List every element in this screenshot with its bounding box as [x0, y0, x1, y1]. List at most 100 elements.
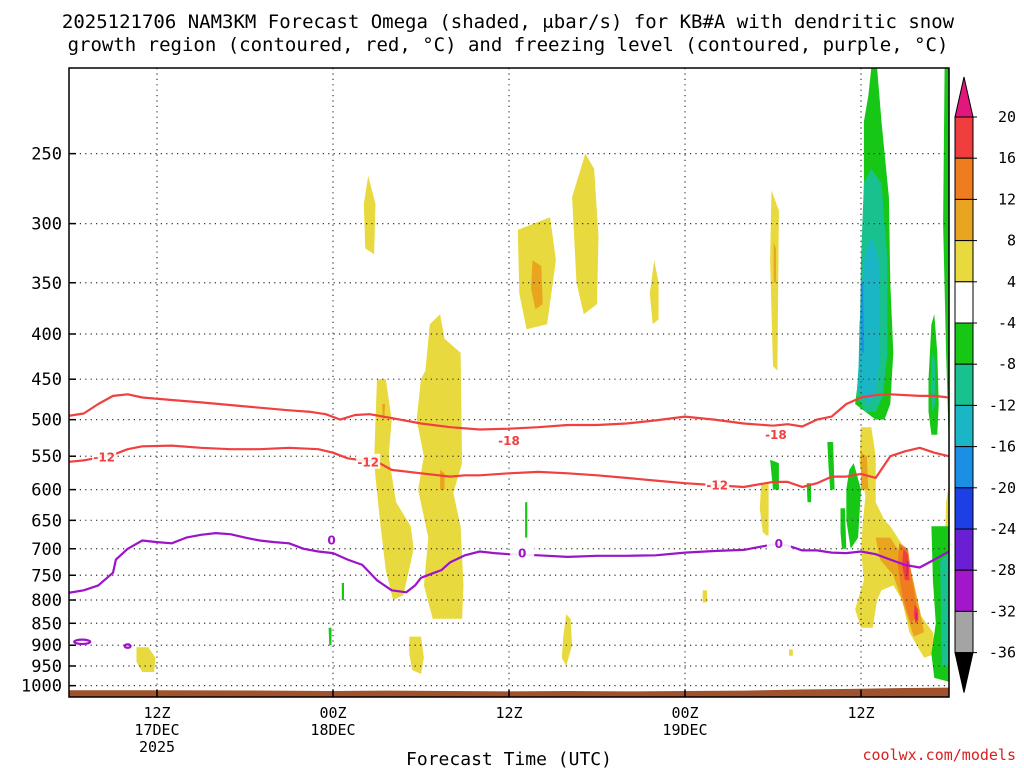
ytick-label-250: 250	[31, 145, 62, 165]
colorbar-label-9: -20	[989, 479, 1016, 497]
colorbar-label-12: -32	[989, 602, 1016, 620]
contour-line-m18-0	[69, 393, 949, 431]
contour-small-0	[73, 638, 92, 646]
colorbar-bin-13	[954, 610, 974, 654]
ytick-label-300: 300	[31, 215, 62, 235]
colorbar-label-10: -24	[989, 520, 1016, 538]
colorbar-label-0: 20	[998, 108, 1016, 126]
omega-region-16	[861, 452, 869, 490]
contour-label--18: -18	[765, 428, 787, 442]
ytick-label-550: 550	[31, 447, 62, 467]
omega-region-2	[531, 260, 543, 310]
omega-region-12	[136, 647, 156, 672]
omega-region-42	[789, 649, 793, 656]
colorbar: 20 16 12 8 4 -4 -8 -12 -16 -20 -24 -28 -32 -36	[954, 76, 1016, 693]
ytick-label-900: 900	[31, 636, 62, 656]
colorbar-label-8: -16	[989, 438, 1016, 456]
colorbar-bin-4	[954, 240, 974, 283]
omega-region-38	[525, 502, 528, 538]
ytick-label-850: 850	[31, 614, 62, 634]
ytick-label-1000: 1000	[21, 677, 62, 697]
omega-region-6	[773, 242, 776, 283]
x-axis-label: Forecast Time (UTC)	[406, 749, 612, 768]
contour-line-0-2	[69, 532, 949, 594]
colorbar-label-3: 8	[1007, 232, 1016, 250]
xtick-label-24-1: 18DEC	[310, 721, 355, 739]
contour-label--12: -12	[357, 455, 379, 469]
chart-title: 2025121706 NAM3KM Forecast Omega (shaded…	[62, 11, 955, 56]
xtick-label-48-1: 19DEC	[662, 721, 707, 739]
colorbar-label-5: -4	[998, 314, 1016, 332]
xtick-label-60-0: 12Z	[847, 704, 874, 722]
colorbar-label-1: 16	[998, 149, 1016, 167]
contour-label-bg	[319, 531, 344, 547]
colorbar-label-6: -8	[998, 355, 1016, 373]
omega-region-39	[328, 627, 332, 646]
omega-region-3	[572, 153, 599, 315]
omega-region-0	[363, 176, 376, 255]
omega-region-20	[906, 559, 909, 576]
ytick-label-650: 650	[31, 511, 62, 531]
colorbar-bin-5	[954, 281, 974, 324]
contour-small-1	[123, 643, 132, 649]
chart-title-line-1: 2025121706 NAM3KM Forecast Omega (shaded…	[62, 11, 955, 33]
contour-label-bg	[510, 545, 535, 561]
contour-label-bg	[92, 448, 117, 464]
colorbar-cap-top	[954, 76, 974, 118]
omega-region-13	[561, 614, 573, 666]
gridlines	[69, 68, 949, 697]
contour-label--12: -12	[93, 450, 115, 464]
colorbar-bin-9	[954, 446, 974, 489]
omega-region-27	[858, 236, 881, 404]
ytick-label-600: 600	[31, 481, 62, 501]
xtick-label-24-0: 00Z	[319, 704, 346, 722]
contour-line-m12-1	[69, 444, 949, 489]
omega-region-14	[759, 483, 769, 538]
ytick-label-500: 500	[31, 411, 62, 431]
colorbar-label-13: -36	[989, 644, 1016, 662]
contour-label-0: 0	[327, 533, 335, 547]
ytick-label-750: 750	[31, 566, 62, 586]
omega-region-30	[930, 352, 936, 412]
ytick-label-400: 400	[31, 325, 62, 345]
omega-shading	[136, 68, 949, 682]
chart-title-line-2: growth region (contoured, red, °C) and f…	[68, 34, 949, 56]
omega-region-35	[827, 442, 835, 490]
omega-region-11	[409, 636, 424, 674]
omega-region-9	[416, 314, 464, 619]
contour-label-0: 0	[518, 547, 526, 561]
contours: -18 -18 -12 -12 -12 0 0 0	[69, 393, 949, 649]
colorbar-label-11: -28	[989, 561, 1016, 579]
contour-label-bg	[766, 535, 791, 551]
xtick-label-12-2: 2025	[139, 738, 175, 756]
y-axis-ticks: 2503003504004505005506006507007508008509…	[21, 145, 76, 697]
omega-region-34	[770, 459, 779, 490]
omega-region-40	[341, 582, 344, 600]
colorbar-bin-6	[954, 322, 974, 365]
credit-text: coolwx.com/models	[862, 746, 1016, 764]
xtick-label-48-0: 00Z	[671, 704, 698, 722]
colorbar-bin-10	[954, 487, 974, 530]
ytick-label-350: 350	[31, 274, 62, 294]
colorbar-bin-1	[954, 116, 974, 159]
colorbar-label-7: -12	[989, 396, 1016, 414]
contour-label-bg	[497, 432, 521, 448]
colorbar-bin-11	[954, 528, 974, 571]
xtick-label-12-0: 12Z	[143, 704, 170, 722]
xtick-label-12-1: 17DEC	[134, 721, 179, 739]
ytick-label-800: 800	[31, 591, 62, 611]
omega-region-31	[943, 68, 949, 450]
xtick-label-36-0: 12Z	[495, 704, 522, 722]
contour-label--12: -12	[706, 479, 728, 493]
colorbar-label-2: 12	[998, 190, 1016, 208]
contour-label-bg	[763, 426, 788, 442]
contour-label-0: 0	[775, 537, 783, 551]
contour-label-bg	[705, 477, 730, 493]
omega-region-33	[940, 554, 949, 666]
omega-region-28	[861, 282, 864, 353]
ytick-label-700: 700	[31, 540, 62, 560]
omega-region-22	[915, 611, 918, 621]
contour-label--18: -18	[498, 434, 520, 448]
